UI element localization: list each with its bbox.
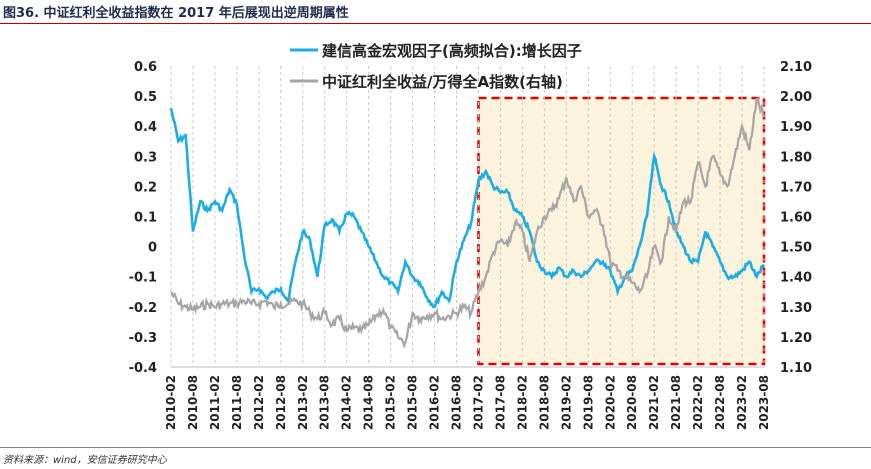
x-tick-label: 2017-02: [471, 375, 485, 430]
x-tick-label: 2010-02: [164, 375, 178, 430]
x-tick-label: 2011-08: [230, 375, 244, 430]
x-tick-label: 2018-08: [537, 375, 551, 430]
x-tick-label: 2021-02: [647, 375, 661, 430]
source-note: 资料来源：wind，安信证券研究中心: [3, 455, 167, 466]
dividend-ratio-line: [170, 96, 766, 349]
right-tick-label: 1.40: [780, 271, 812, 286]
x-tick-label: 2019-08: [581, 375, 595, 430]
left-tick-label: 0.6: [134, 60, 157, 75]
left-tick-label: 0.2: [134, 180, 157, 195]
left-tick-label: 0.3: [134, 150, 157, 165]
x-tick-label: 2012-08: [274, 375, 288, 430]
left-tick-label: -0.1: [129, 271, 157, 286]
figure-title: 图36. 中证红利全收益指数在 2017 年后展现出逆周期属性: [3, 6, 349, 21]
macro-growth-factor-line: [169, 107, 766, 309]
right-tick-label: 2.00: [780, 90, 812, 105]
x-tick-label: 2012-02: [252, 375, 266, 430]
x-tick-label: 2014-08: [362, 375, 376, 430]
x-tick-label: 2011-02: [208, 375, 222, 430]
highlight-period-box: [477, 96, 766, 366]
x-tick-label: 2016-08: [450, 375, 464, 430]
x-tick-label: 2023-02: [735, 375, 749, 430]
x-tick-label: 2018-02: [515, 375, 529, 430]
x-tick-label: 2021-08: [669, 375, 683, 430]
x-tick-label: 2010-08: [186, 375, 200, 430]
x-tick-label: 2017-08: [493, 375, 507, 430]
legend-label-dividend: 中证红利全收益/万得全A指数(右轴): [322, 73, 563, 91]
source-divider: [0, 447, 871, 448]
right-tick-label: 1.30: [780, 301, 812, 316]
x-tick-label: 2023-08: [757, 375, 771, 430]
x-tick-label: 2019-02: [559, 375, 573, 430]
chart: 0.6 0.5 0.4 0.3 0.2 0.1 0 -0.1 -0.2 -0.3 -0.4 2.10…: [129, 42, 813, 430]
legend-label-macro: 建信高金宏观因子(高频拟合):增长因子: [322, 42, 582, 60]
left-tick-label: 0.1: [134, 211, 157, 226]
left-tick-label: -0.3: [129, 331, 157, 346]
x-axis-ticks: 2010-02 2010-08 2011-02 2011-08 2012-02 2012-…: [164, 375, 771, 430]
left-tick-label: 0.4: [134, 120, 157, 135]
left-tick-label: -0.4: [129, 361, 157, 376]
right-tick-label: 1.70: [780, 180, 812, 195]
left-tick-label: -0.2: [129, 301, 157, 316]
right-tick-label: 1.90: [780, 120, 812, 135]
right-tick-label: 1.60: [780, 211, 812, 226]
right-tick-label: 1.80: [780, 150, 812, 165]
right-tick-label: 1.10: [780, 361, 812, 376]
x-tick-label: 2022-08: [713, 375, 727, 430]
x-tick-label: 2013-08: [318, 375, 332, 430]
right-axis-ticks: 2.10 2.00 1.90 1.80 1.70 1.60 1.50 1.40 1.30 1.20…: [780, 60, 812, 376]
title-bar: 图36. 中证红利全收益指数在 2017 年后展现出逆周期属性: [0, 0, 871, 24]
left-tick-label: 0.5: [134, 90, 157, 105]
x-tick-label: 2014-02: [340, 375, 354, 430]
x-tick-label: 2015-02: [384, 375, 398, 430]
left-tick-label: 0: [148, 241, 157, 256]
x-tick-label: 2016-02: [428, 375, 442, 430]
x-tick-label: 2015-08: [406, 375, 420, 430]
x-tick-label: 2020-08: [625, 375, 639, 430]
right-tick-label: 1.50: [780, 241, 812, 256]
legend: 建信高金宏观因子(高频拟合):增长因子 中证红利全收益/万得全A指数(右轴): [290, 42, 582, 91]
x-tick-label: 2013-02: [296, 375, 310, 430]
x-tick-label: 2022-02: [691, 375, 705, 430]
x-tick-label: 2020-02: [603, 375, 617, 430]
right-tick-label: 1.20: [780, 331, 812, 346]
right-tick-label: 2.10: [780, 60, 812, 75]
left-axis-ticks: 0.6 0.5 0.4 0.3 0.2 0.1 0 -0.1 -0.2 -0.3 -0.4: [129, 60, 157, 376]
